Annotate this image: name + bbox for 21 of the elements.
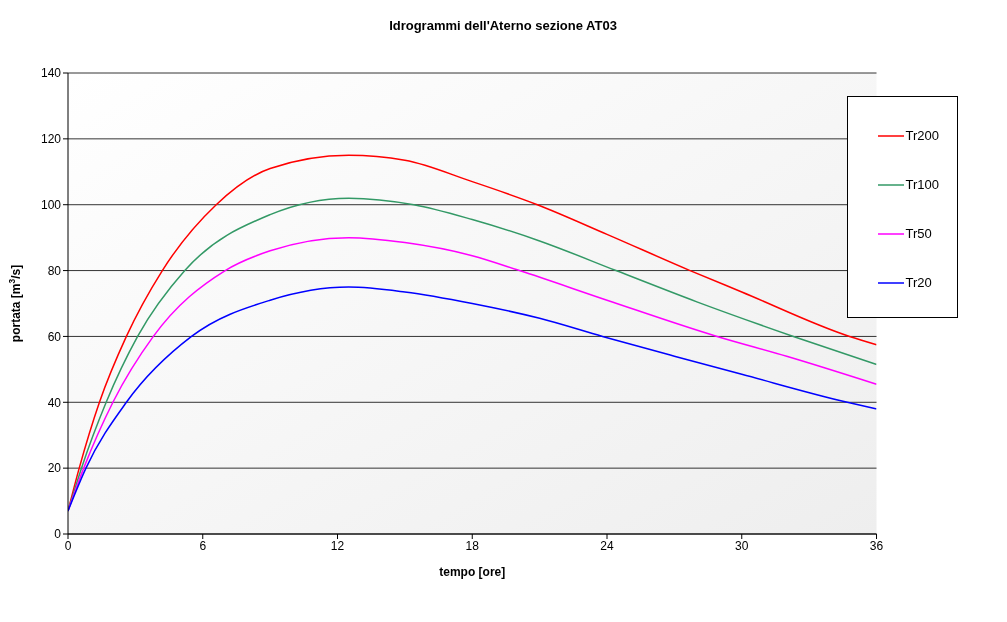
x-tick-label: 24 (600, 538, 614, 553)
y-tick-label: 0 (54, 527, 62, 542)
y-tick-label: 120 (40, 132, 62, 147)
legend-label: Tr100 (905, 177, 939, 192)
x-tick-label: 0 (64, 538, 72, 553)
y-tick-label: 80 (47, 263, 62, 278)
x-axis-title: tempo [ore] (439, 565, 506, 579)
legend-label: Tr200 (905, 128, 939, 143)
y-tick-label: 40 (47, 395, 62, 410)
x-tick-label: 30 (735, 538, 749, 553)
legend-label: Tr20 (905, 275, 932, 290)
x-tick-label: 36 (869, 538, 884, 553)
legend-label: Tr50 (905, 226, 932, 241)
y-tick-label: 20 (47, 461, 62, 476)
y-tick-label: 60 (47, 329, 62, 344)
x-tick-label: 6 (199, 538, 207, 553)
x-tick-label: 18 (465, 538, 480, 553)
y-tick-label: 140 (40, 66, 62, 81)
x-tick-label: 12 (330, 538, 345, 553)
chart-title: Idrogrammi dell'Aterno sezione AT03 (388, 18, 618, 33)
y-tick-label: 100 (40, 197, 62, 212)
